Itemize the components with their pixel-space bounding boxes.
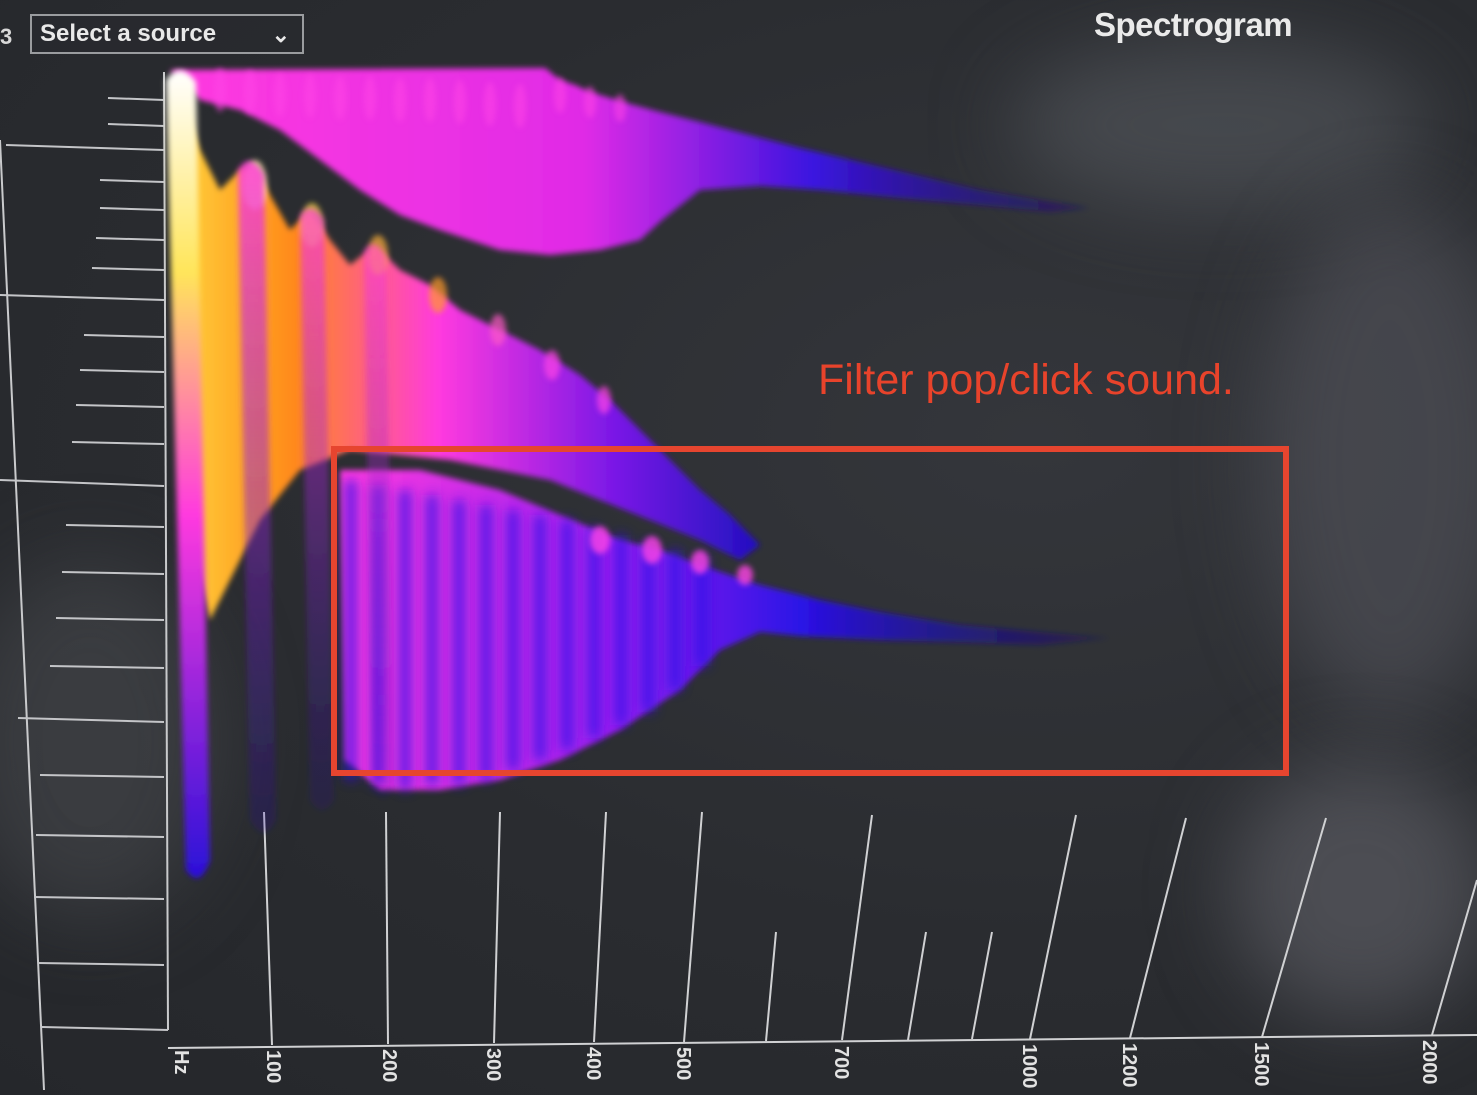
frequency-tick-label: 1500 xyxy=(1249,1042,1272,1087)
time-axis-frame xyxy=(0,72,168,1090)
annotation-highlight-box xyxy=(331,446,1289,776)
frequency-tick-label: 2000 xyxy=(1417,1040,1440,1085)
frequency-tick-label: 500 xyxy=(671,1047,694,1080)
frequency-tick-label: 700 xyxy=(829,1046,852,1079)
source-select-label: Select a source xyxy=(40,20,216,47)
frequency-tick-label: 1200 xyxy=(1117,1043,1140,1088)
frequency-tick-label: 300 xyxy=(481,1048,504,1081)
left-edge-fragment: 3 xyxy=(0,24,12,50)
annotation-caption: Filter pop/click sound. xyxy=(818,356,1234,405)
chevron-down-icon: ⌄ xyxy=(272,17,290,53)
frequency-axis-unit: Hz xyxy=(169,1050,192,1074)
page-title: Spectrogram xyxy=(1094,6,1292,44)
frequency-tick-label: 200 xyxy=(377,1049,400,1082)
source-select-dropdown[interactable]: Select a source ⌄ xyxy=(30,14,304,54)
frequency-tick-label: 1000 xyxy=(1017,1044,1040,1089)
frequency-axis-gridlines xyxy=(168,812,1477,1048)
frequency-tick-label: 400 xyxy=(581,1047,604,1080)
time-axis-gridlines xyxy=(0,98,168,1030)
frequency-tick-label: 100 xyxy=(261,1050,284,1083)
